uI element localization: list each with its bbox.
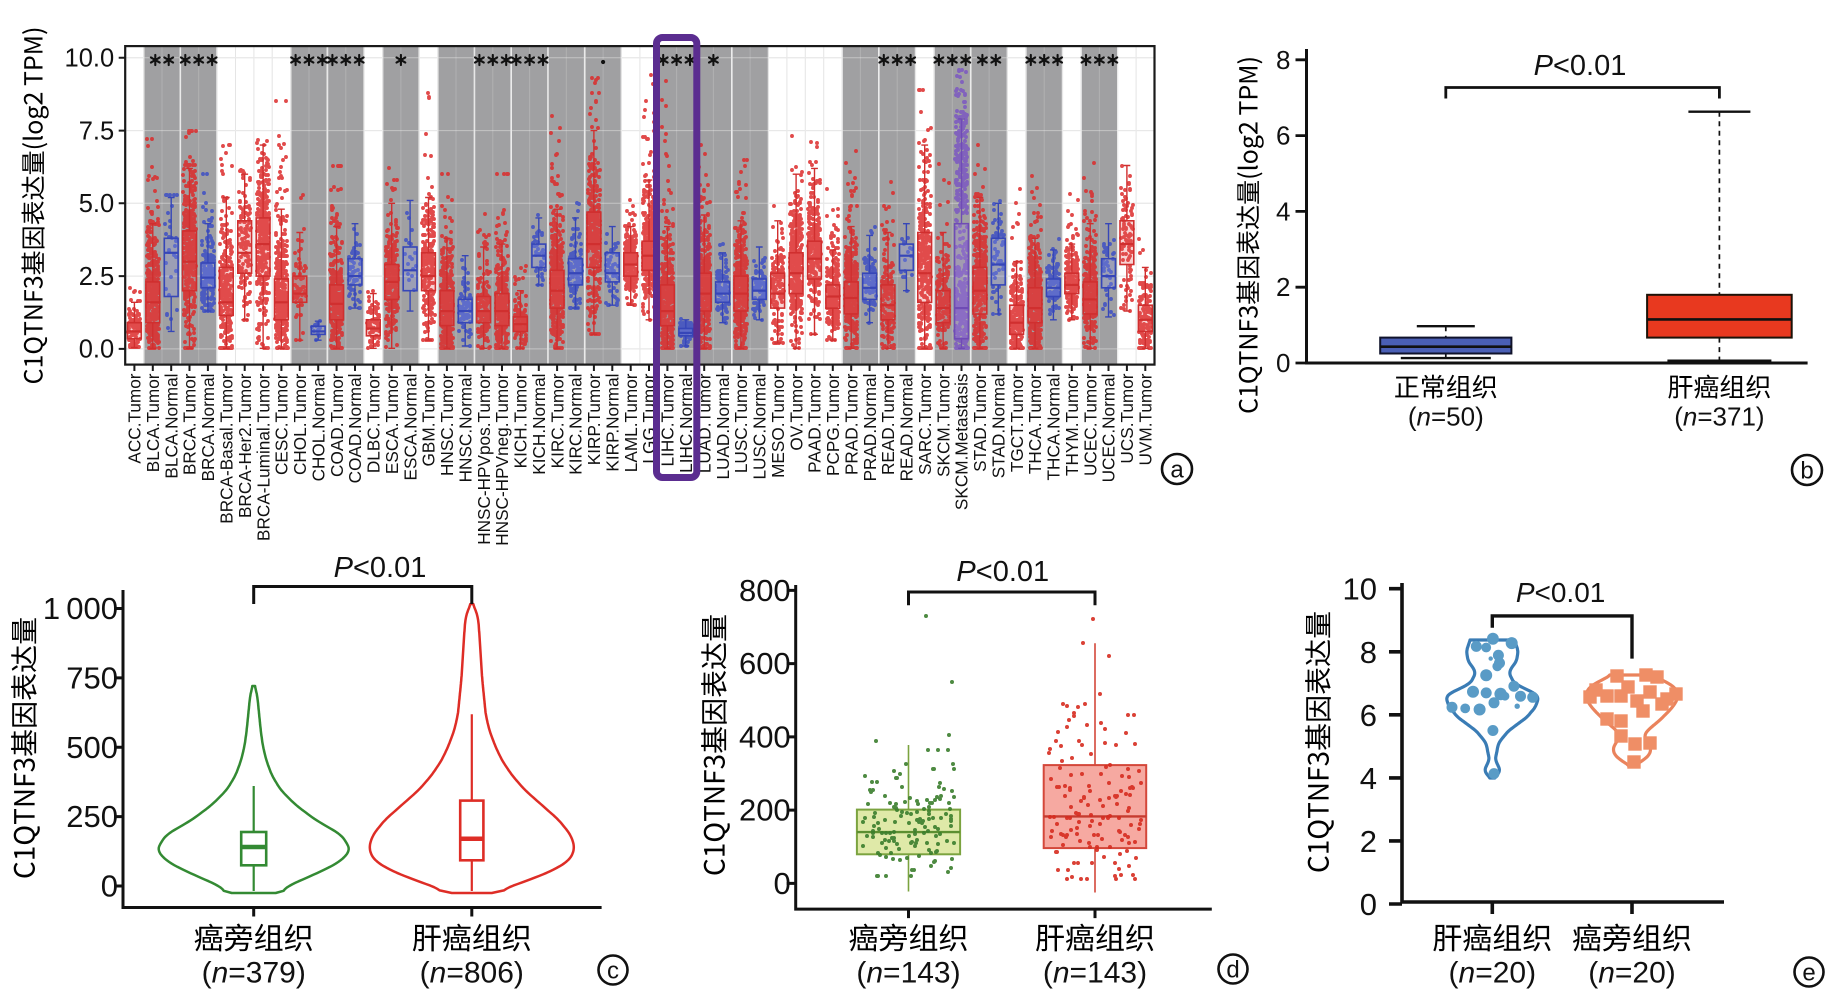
svg-text:BRCA-Her2.Tumor: BRCA-Her2.Tumor: [235, 373, 255, 518]
svg-text:READ.Normal: READ.Normal: [897, 374, 917, 482]
svg-text:8: 8: [1360, 635, 1377, 670]
svg-text:HNSC-HPVneg.Tumor: HNSC-HPVneg.Tumor: [492, 373, 512, 546]
svg-text:LUSC.Normal: LUSC.Normal: [750, 374, 770, 480]
svg-text:BLCA.Tumor: BLCA.Tumor: [143, 373, 163, 472]
svg-text:KIRC.Normal: KIRC.Normal: [566, 374, 586, 475]
svg-text:STAD.Normal: STAD.Normal: [989, 374, 1009, 479]
svg-text:200: 200: [739, 793, 791, 828]
svg-text:KIRP.Tumor: KIRP.Tumor: [584, 373, 604, 465]
svg-text:(n=371): (n=371): [1674, 402, 1764, 432]
svg-text:5.0: 5.0: [79, 190, 114, 218]
svg-text:P<0.01: P<0.01: [1516, 577, 1606, 608]
svg-text:ESCA.Tumor: ESCA.Tumor: [382, 373, 402, 474]
svg-text:(n=50): (n=50): [1408, 402, 1484, 432]
svg-text:LUSC.Tumor: LUSC.Tumor: [731, 373, 751, 473]
svg-text:6: 6: [1360, 698, 1377, 733]
svg-text:600: 600: [739, 646, 791, 681]
svg-text:KIRC.Tumor: KIRC.Tumor: [547, 373, 567, 468]
svg-text:2: 2: [1276, 272, 1290, 302]
svg-text:PRAD.Normal: PRAD.Normal: [860, 374, 880, 482]
svg-text:LAML.Tumor: LAML.Tumor: [621, 373, 641, 472]
svg-text:10.0: 10.0: [65, 45, 115, 73]
svg-text:500: 500: [66, 730, 118, 765]
svg-text:UCS.Tumor: UCS.Tumor: [1117, 373, 1137, 463]
svg-text:400: 400: [739, 719, 791, 754]
svg-text:b: b: [1800, 457, 1813, 484]
svg-text:KICH.Normal: KICH.Normal: [529, 374, 549, 475]
svg-text:BRCA.Tumor: BRCA.Tumor: [180, 373, 200, 475]
svg-text:10: 10: [1343, 572, 1377, 607]
svg-text:P<0.01: P<0.01: [956, 556, 1049, 588]
svg-text:PAAD.Tumor: PAAD.Tumor: [805, 373, 825, 473]
svg-text:2.5: 2.5: [79, 263, 114, 291]
svg-text:BRCA-Luminal.Tumor: BRCA-Luminal.Tumor: [253, 373, 273, 541]
svg-text:CESC.Tumor: CESC.Tumor: [272, 373, 292, 475]
svg-text:OV.Tumor: OV.Tumor: [786, 373, 806, 450]
svg-text:(n=143): (n=143): [856, 957, 960, 990]
svg-text:LUAD.Normal: LUAD.Normal: [713, 374, 733, 480]
svg-text:PCPG.Tumor: PCPG.Tumor: [823, 373, 843, 476]
svg-text:LIHC.Normal: LIHC.Normal: [676, 374, 696, 473]
svg-text:ACC.Tumor: ACC.Tumor: [125, 373, 145, 463]
svg-text:BLCA.Normal: BLCA.Normal: [161, 374, 181, 479]
svg-text:2: 2: [1360, 824, 1377, 859]
svg-text:ESCA.Normal: ESCA.Normal: [400, 374, 420, 481]
svg-text:HNSC-HPVpos.Tumor: HNSC-HPVpos.Tumor: [474, 373, 494, 545]
svg-text:0.0: 0.0: [79, 336, 114, 364]
svg-text:HNSC.Normal: HNSC.Normal: [455, 374, 475, 483]
svg-text:COAD.Normal: COAD.Normal: [345, 374, 365, 484]
svg-text:THYM.Tumor: THYM.Tumor: [1062, 373, 1082, 476]
svg-text:750: 750: [66, 660, 118, 695]
svg-text:e: e: [1802, 959, 1815, 986]
svg-text:0: 0: [101, 869, 118, 904]
svg-text:SKCM.Metastasis: SKCM.Metastasis: [952, 374, 972, 511]
svg-text:(n=20): (n=20): [1588, 957, 1676, 990]
svg-text:4: 4: [1276, 196, 1290, 226]
svg-text:MESO.Tumor: MESO.Tumor: [768, 373, 788, 478]
svg-text:0: 0: [1276, 348, 1290, 378]
svg-text:(n=379): (n=379): [202, 957, 306, 990]
svg-text:c: c: [607, 957, 619, 984]
svg-text:(n=20): (n=20): [1449, 957, 1537, 990]
svg-text:KIRP.Normal: KIRP.Normal: [603, 374, 623, 472]
svg-text:SARC.Tumor: SARC.Tumor: [915, 373, 935, 475]
svg-text:THCA.Tumor: THCA.Tumor: [1025, 373, 1045, 474]
svg-text:1 000: 1 000: [43, 591, 118, 626]
svg-text:COAD.Tumor: COAD.Tumor: [327, 373, 347, 477]
svg-text:0: 0: [773, 866, 790, 901]
svg-text:800: 800: [739, 573, 791, 608]
svg-text:BRCA.Normal: BRCA.Normal: [198, 374, 218, 482]
svg-text:4: 4: [1360, 761, 1377, 796]
svg-text:KICH.Tumor: KICH.Tumor: [511, 373, 531, 468]
svg-text:STAD.Tumor: STAD.Tumor: [970, 373, 990, 472]
svg-text:UVM.Tumor: UVM.Tumor: [1136, 373, 1156, 465]
svg-text:6: 6: [1276, 121, 1290, 151]
svg-text:TGCT.Tumor: TGCT.Tumor: [1007, 373, 1027, 472]
svg-text:PRAD.Tumor: PRAD.Tumor: [841, 373, 861, 475]
svg-text:DLBC.Tumor: DLBC.Tumor: [364, 373, 384, 473]
svg-text:(n=143): (n=143): [1043, 957, 1147, 990]
svg-text:HNSC.Tumor: HNSC.Tumor: [437, 373, 457, 476]
svg-text:8: 8: [1276, 45, 1290, 75]
svg-text:LIHC.Tumor: LIHC.Tumor: [658, 373, 678, 466]
svg-text:SKCM.Tumor: SKCM.Tumor: [933, 373, 953, 477]
svg-text:250: 250: [66, 799, 118, 834]
svg-text:CHOL.Normal: CHOL.Normal: [308, 374, 328, 482]
svg-text:P<0.01: P<0.01: [334, 552, 427, 584]
svg-text:UCEC.Tumor: UCEC.Tumor: [1080, 373, 1100, 476]
svg-text:READ.Tumor: READ.Tumor: [878, 373, 898, 475]
svg-text:a: a: [1170, 456, 1184, 483]
svg-text:BRCA-Basal.Tumor: BRCA-Basal.Tumor: [217, 373, 237, 524]
svg-text:P<0.01: P<0.01: [1534, 50, 1627, 82]
svg-text:GBM.Tumor: GBM.Tumor: [419, 373, 439, 466]
svg-text:7.5: 7.5: [79, 117, 114, 145]
svg-text:0: 0: [1360, 887, 1377, 922]
svg-text:d: d: [1226, 956, 1239, 983]
svg-text:(n=806): (n=806): [420, 957, 524, 990]
svg-text:THCA.Normal: THCA.Normal: [1044, 374, 1064, 481]
svg-text:UCEC.Normal: UCEC.Normal: [1099, 374, 1119, 483]
svg-text:CHOL.Tumor: CHOL.Tumor: [290, 373, 310, 475]
